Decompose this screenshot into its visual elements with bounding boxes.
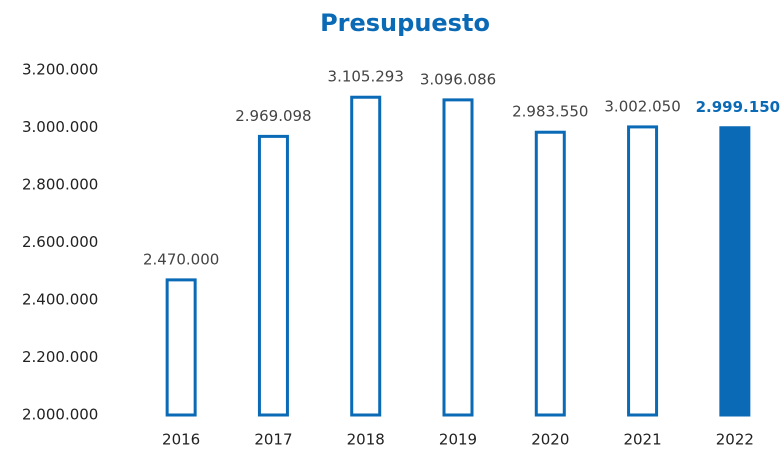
x-tick-label: 2018 [347, 431, 385, 449]
bar [627, 125, 659, 417]
value-label: 3.105.293 [328, 68, 404, 86]
bar [165, 278, 197, 417]
x-tick-label: 2016 [162, 431, 200, 449]
bar [719, 126, 751, 417]
value-label: 2.999.150 [696, 98, 780, 116]
y-tick-label: 2.600.000 [22, 233, 98, 251]
x-tick-label: 2022 [716, 431, 754, 449]
value-label: 3.002.050 [604, 97, 680, 115]
value-label: 2.470.000 [143, 250, 219, 268]
chart-title: Presupuesto [320, 9, 490, 37]
value-label: 2.983.550 [512, 103, 588, 121]
x-tick-label: 2021 [623, 431, 661, 449]
value-label: 3.096.086 [420, 70, 496, 88]
y-tick-label: 2.400.000 [22, 291, 98, 309]
x-tick-label: 2020 [531, 431, 569, 449]
y-tick-label: 2.000.000 [22, 406, 98, 424]
y-tick-label: 2.800.000 [22, 176, 98, 194]
y-tick-label: 3.200.000 [22, 61, 98, 79]
bar [257, 134, 289, 417]
bar [442, 98, 474, 417]
bar [534, 130, 566, 417]
y-tick-label: 2.200.000 [22, 348, 98, 366]
value-label: 2.969.098 [235, 107, 311, 125]
x-tick-label: 2017 [254, 431, 292, 449]
x-tick-label: 2019 [439, 431, 477, 449]
bar [350, 95, 382, 417]
y-tick-label: 3.000.000 [22, 118, 98, 136]
